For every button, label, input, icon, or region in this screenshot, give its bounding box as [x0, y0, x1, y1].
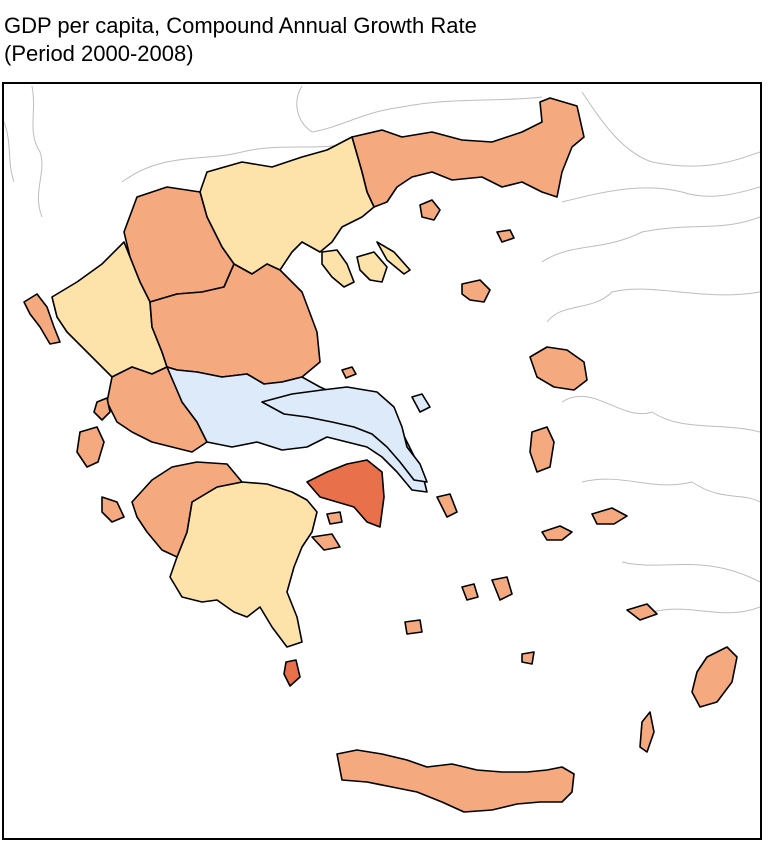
region-rhodes — [691, 646, 738, 708]
region-chalkidiki-peninsula-1 — [321, 249, 355, 288]
region-naxos — [491, 576, 513, 601]
region-lesbos — [529, 346, 588, 391]
region-peloponnese — [169, 481, 318, 648]
coast-turkey-3 — [546, 288, 760, 323]
coast-turkey-1 — [561, 186, 760, 203]
region-paros — [461, 583, 479, 601]
region-sporades — [411, 393, 431, 413]
regions — [23, 97, 738, 813]
region-lefkada — [93, 397, 111, 421]
region-andros — [436, 493, 458, 518]
region-milos — [404, 619, 423, 635]
map-canvas — [4, 85, 760, 813]
region-zakynthos — [101, 496, 125, 523]
region-chalkidiki-peninsula-3 — [376, 241, 411, 275]
region-samos — [541, 525, 573, 541]
region-kos — [626, 603, 658, 621]
region-karpathos — [639, 711, 655, 753]
coast-turkey-4 — [561, 395, 760, 433]
coast-italy — [4, 121, 15, 183]
region-chios — [529, 426, 555, 473]
coast-turkey-7 — [651, 606, 760, 614]
region-crete — [336, 749, 575, 813]
region-western-greece-south — [131, 461, 243, 558]
title-line-2: (Period 2000-2008) — [4, 41, 194, 66]
region-chalkidiki-peninsula-2 — [356, 251, 388, 283]
region-kythira — [283, 659, 301, 687]
map-frame — [2, 82, 762, 840]
border-bulgaria — [296, 85, 543, 133]
border-turkey-thrace — [581, 91, 760, 167]
region-corfu — [23, 293, 61, 345]
border-fyrom — [121, 141, 353, 183]
map-title: GDP per capita, Compound Annual Growth R… — [4, 12, 477, 68]
neighbour-borders — [4, 85, 760, 614]
region-east-macedonia-thrace — [351, 97, 585, 208]
region-lemnos — [461, 279, 491, 303]
region-kefalonia — [76, 426, 105, 468]
title-line-1: GDP per capita, Compound Annual Growth R… — [4, 13, 477, 38]
region-hydra — [311, 533, 341, 551]
coast-turkey-6 — [621, 561, 760, 583]
region-ikaria — [591, 507, 628, 525]
region-skiathos — [341, 366, 357, 379]
region-thasos — [419, 199, 441, 221]
region-attica — [306, 459, 385, 528]
coast-turkey-2 — [541, 216, 760, 263]
region-samothrace — [496, 229, 515, 243]
border-albania-north — [31, 85, 43, 218]
region-euboea — [261, 386, 428, 483]
coast-turkey-5 — [581, 478, 760, 503]
region-aegina — [326, 511, 343, 525]
region-santorini — [521, 651, 535, 665]
